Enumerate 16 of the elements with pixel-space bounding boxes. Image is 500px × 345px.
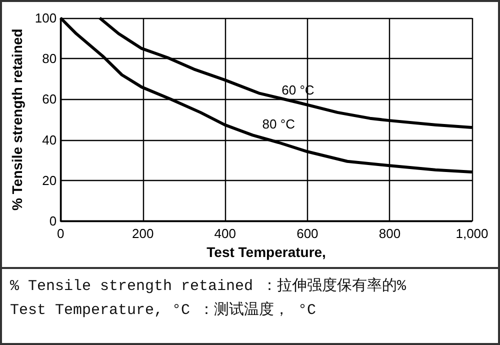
x-tick-label: 600 [296,226,318,242]
y-axis-title: % Tensile strength retained [9,28,25,210]
x-tick-label: 800 [378,226,401,242]
y-tick-label: 0 [49,214,57,229]
x-tick-label: 200 [132,226,154,242]
y-tick-label: 100 [34,10,57,26]
x-tick-label: 1,000 [456,226,488,242]
x-axis-title: Test Temperature, [206,244,326,260]
y-tick-label: 40 [42,132,57,148]
y-tick-label: 60 [42,92,57,107]
series-label: 80 °C [262,116,295,132]
y-tick-label: 80 [42,51,57,66]
y-tick-label: 20 [42,172,57,188]
x-tick-label: 400 [214,226,236,242]
text: % Tensile strength retained ：拉伸强度保有率的% [10,278,406,295]
text: Test Temperature, °C ：测试温度， °C [10,302,316,319]
